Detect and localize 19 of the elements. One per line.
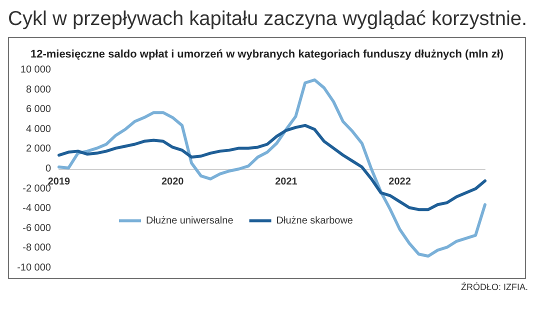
y-tick-label: -6 000: [22, 222, 52, 234]
x-tick-label: 2020: [161, 176, 184, 188]
x-tick-label: 2022: [388, 176, 412, 188]
y-tick-label: -2 000: [22, 183, 52, 194]
y-tick-label: -10 000: [17, 262, 52, 274]
chart-subtitle: 12-miesięczne saldo wpłat i umorzeń w wybranych kategoriach funduszy dłużnych (mln zł): [30, 48, 504, 60]
y-tick-label: -8 000: [22, 242, 52, 254]
y-tick-label: 10 000: [20, 64, 52, 76]
text: ŹRÓDŁO: IZFIA.: [460, 282, 528, 292]
y-tick-label: 4 000: [26, 124, 52, 135]
y-tick-label: 0: [45, 164, 52, 174]
legend-label: Dłużne uniwersalne: [146, 215, 234, 226]
legend-label: Dłużne skarbowe: [276, 215, 354, 226]
x-tick-label: 2021: [275, 176, 298, 188]
y-tick-label: 8 000: [26, 84, 52, 96]
chart-title: Cykl w przepływach kapitału zaczyna wyglądać korzystnie.: [8, 8, 528, 31]
y-tick-label: 6 000: [26, 104, 52, 116]
y-tick-label: 2 000: [26, 144, 52, 155]
y-tick-label: -4 000: [22, 203, 52, 214]
